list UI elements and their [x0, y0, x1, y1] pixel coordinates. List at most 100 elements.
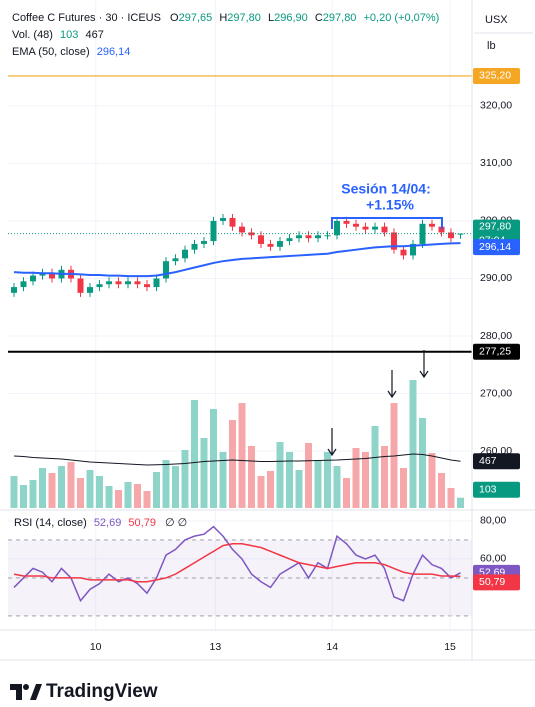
y-tick-label: 310,00 — [480, 157, 512, 169]
legend-rsi: RSI (14, close) 52,69 50,79 ∅ ∅ — [14, 517, 187, 529]
volume-bar — [96, 476, 103, 508]
ema-line — [13, 242, 461, 278]
candle-body — [296, 235, 302, 239]
candle-body — [144, 284, 150, 288]
volume-bar — [153, 472, 160, 508]
annotation: +1.15% — [366, 197, 414, 213]
y-tick-label: 280,00 — [480, 330, 512, 342]
volume-bar — [428, 453, 436, 508]
volume-bar — [447, 488, 455, 508]
unit: USX — [485, 14, 508, 26]
volume-bar — [371, 426, 379, 508]
volume-bar — [210, 409, 217, 508]
volume-bar — [10, 476, 18, 508]
grid — [8, 0, 472, 630]
ema-label: 296,14 — [479, 241, 511, 253]
ohlc-value: 297,80 — [227, 12, 261, 24]
x-tick-label: 13 — [210, 641, 222, 653]
ohlc-value: 297,80 — [323, 12, 357, 24]
ohlc-label: H — [219, 12, 227, 24]
candle-body — [153, 278, 160, 288]
volume-ma-label-box — [473, 453, 520, 470]
volume-bar — [438, 473, 445, 508]
candle-body — [239, 226, 245, 233]
volume-bar — [419, 418, 426, 508]
candle-body — [20, 281, 27, 288]
candle-body — [438, 226, 445, 233]
candle-body — [391, 232, 397, 250]
volume-bar — [248, 446, 255, 508]
y-tick-label: 270,00 — [480, 387, 512, 399]
volume-bar — [305, 443, 312, 508]
candle-body — [429, 223, 435, 227]
x-tick-label: 10 — [90, 641, 102, 653]
logo: TradingView — [10, 681, 158, 702]
volume-bar — [362, 452, 369, 508]
label: Vol. (48) — [12, 29, 53, 41]
volume-bar — [238, 403, 246, 508]
candle-body — [172, 258, 179, 262]
rsi-ma-label-box — [473, 574, 520, 591]
legend-main: Coffee C Futures · 30 · ICEUS O297,65 H2… — [12, 12, 439, 24]
candle-body — [258, 235, 264, 244]
volume-bar — [77, 478, 84, 508]
volume-bar — [409, 380, 417, 508]
last-price-label: 297,80 — [479, 220, 511, 232]
candle-body — [163, 261, 169, 279]
volume-ma-label: 467 — [479, 455, 497, 467]
ohlc-value: 296,90 — [274, 12, 308, 24]
ohlc-label: L — [268, 12, 274, 24]
volume-bar — [172, 466, 179, 508]
hline-label: 277,25 — [479, 346, 511, 358]
candle-body — [201, 241, 207, 244]
rsi-ma-line — [13, 542, 461, 583]
volume-bar — [324, 452, 331, 508]
candle-body — [305, 235, 312, 239]
candle-body — [125, 281, 131, 285]
candle-body — [457, 233, 464, 235]
ema-label-box — [473, 239, 520, 256]
volume-bar — [381, 446, 388, 508]
candle-body — [448, 232, 454, 239]
value: ∅ ∅ — [165, 517, 187, 529]
candle-body — [229, 218, 236, 227]
volume-bar — [105, 486, 113, 508]
volume-bar — [48, 473, 56, 508]
rsi-line — [13, 525, 461, 603]
y-tick-label: 80,00 — [480, 515, 506, 527]
volume-bar — [58, 466, 65, 508]
hline-label-box — [473, 343, 520, 360]
ohlc-label: C — [315, 12, 323, 24]
legend-volume: Vol. (48) 103 467 — [12, 29, 104, 41]
candle-body — [315, 235, 321, 239]
volume-bar — [20, 485, 27, 508]
volume-bar — [181, 450, 189, 508]
ohlc-value: 297,65 — [179, 12, 213, 24]
volume-bar — [219, 452, 227, 508]
volume-bar — [276, 442, 284, 508]
volume-bar — [257, 476, 265, 508]
volume-bar — [124, 482, 132, 508]
candle-body — [372, 226, 378, 230]
volume-bar — [400, 468, 407, 508]
rsi-ma-label: 50,79 — [479, 576, 505, 588]
volume-bar — [333, 466, 341, 508]
candle-body — [191, 243, 198, 250]
value: 103 — [60, 29, 78, 41]
volume-bar — [267, 471, 274, 508]
change: +0,20 (+0,07%) — [364, 12, 440, 24]
volume-bar — [352, 448, 360, 508]
volume-bar — [162, 460, 170, 508]
candle-body — [410, 243, 416, 256]
candle-body — [134, 281, 141, 285]
volume-bar — [286, 452, 293, 508]
value: 467 — [85, 29, 103, 41]
candle-body — [77, 278, 84, 293]
volume-bar — [115, 490, 122, 508]
brand: TradingView — [46, 681, 158, 702]
candle-body — [353, 223, 359, 227]
candle-body — [334, 220, 340, 236]
x-tick-label: 14 — [326, 641, 338, 653]
